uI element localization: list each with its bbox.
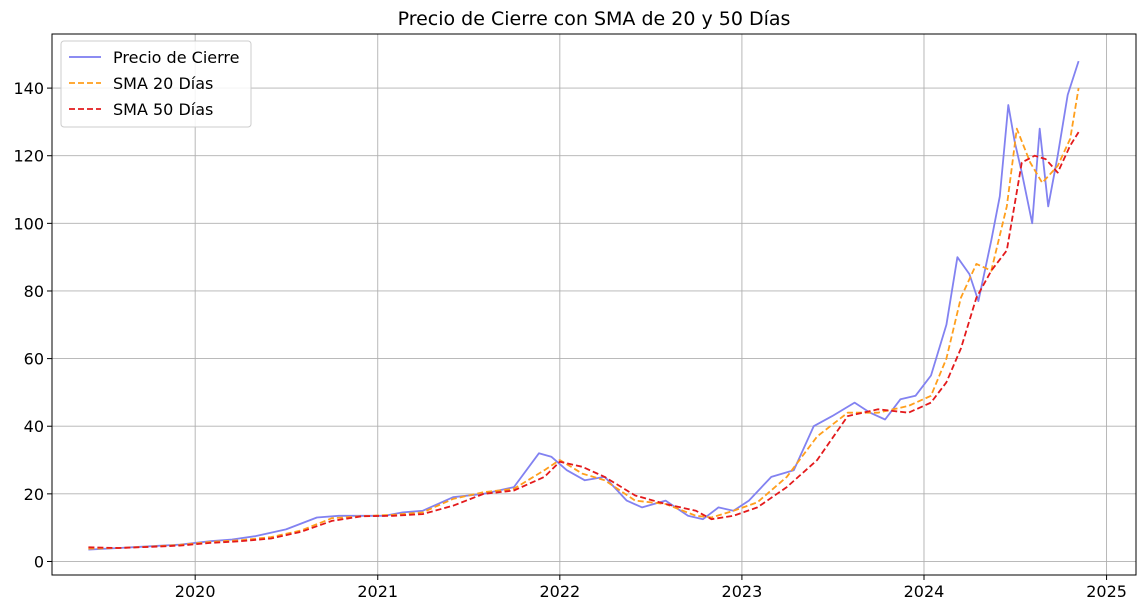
y-tick-label-20: 20 (24, 485, 44, 504)
series-line-precio-de-cierre (88, 60, 1080, 551)
legend-label-1: SMA 20 Días (113, 74, 213, 93)
grid-lines (52, 34, 1136, 575)
y-tick-label-60: 60 (24, 350, 44, 369)
legend-label-2: SMA 50 Días (113, 100, 213, 119)
x-tick-label-2025: 2025 (1086, 582, 1127, 601)
series-line-sma-20 (88, 87, 1080, 550)
legend-label-0: Precio de Cierre (113, 48, 239, 67)
x-tick-label-2024: 2024 (904, 582, 945, 601)
y-tick-label-120: 120 (13, 147, 44, 166)
plot-frame (51, 33, 1137, 576)
x-tick-label-2023: 2023 (722, 582, 763, 601)
axes: 2020 2021 2022 2023 2024 2025 0 20 40 60 80 100 120 1… (13, 79, 1126, 601)
chart-title: Precio de Cierre con SMA de 20 y 50 Días (398, 8, 791, 30)
series-lines (88, 60, 1080, 551)
series-line-sma-50 (88, 131, 1080, 549)
y-tick-label-0: 0 (34, 552, 44, 571)
legend: Precio de Cierre SMA 20 Días SMA 50 Días (60, 40, 252, 128)
y-tick-label-100: 100 (13, 214, 44, 233)
y-tick-label-80: 80 (24, 282, 44, 301)
legend-box (60, 40, 252, 128)
x-tick-label-2022: 2022 (539, 582, 580, 601)
x-tick-label-2020: 2020 (175, 582, 216, 601)
y-tick-label-140: 140 (13, 79, 44, 98)
y-tick-label-40: 40 (24, 417, 44, 436)
x-tick-label-2021: 2021 (357, 582, 398, 601)
